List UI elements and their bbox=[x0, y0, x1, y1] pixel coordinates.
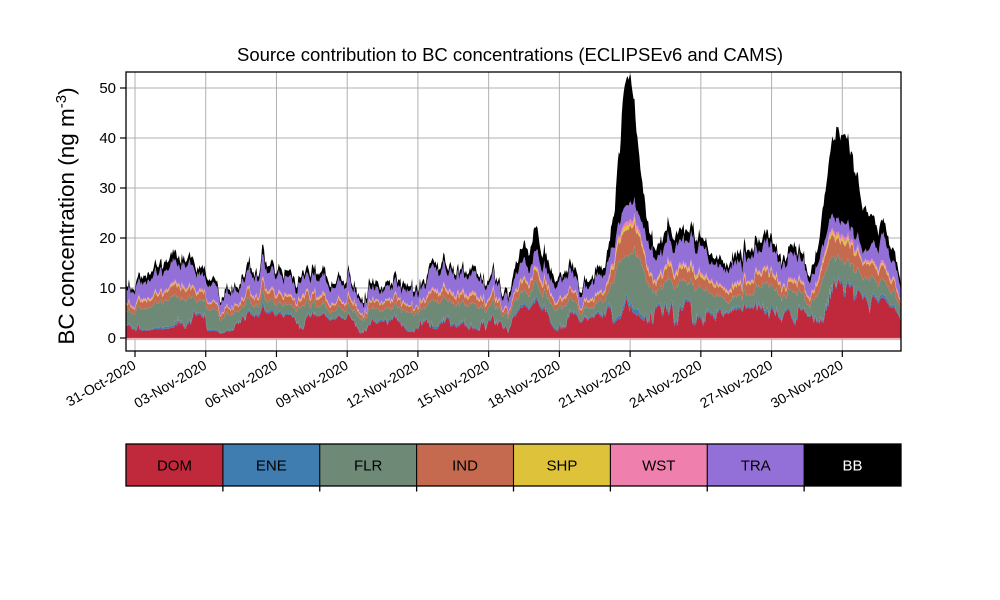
svg-text:TRA: TRA bbox=[741, 458, 771, 475]
svg-text:WST: WST bbox=[642, 458, 675, 475]
svg-text:BB: BB bbox=[843, 458, 863, 475]
svg-text:FLR: FLR bbox=[354, 458, 383, 475]
svg-text:DOM: DOM bbox=[157, 458, 192, 475]
svg-text:SHP: SHP bbox=[547, 458, 578, 475]
svg-text:IND: IND bbox=[452, 458, 478, 475]
svg-text:ENE: ENE bbox=[256, 458, 287, 475]
